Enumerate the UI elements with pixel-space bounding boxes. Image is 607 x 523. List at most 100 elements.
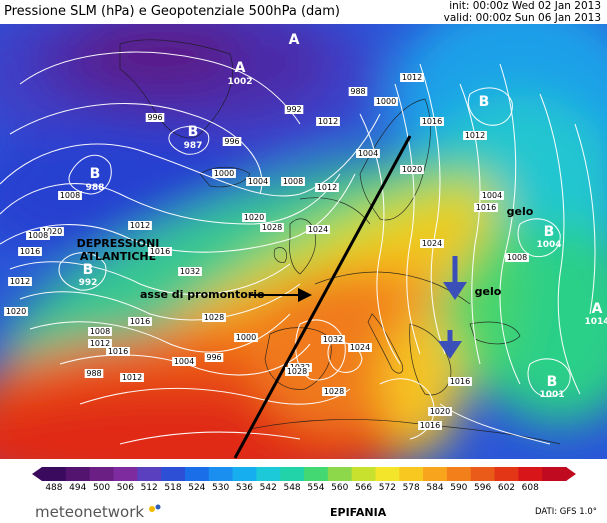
isobar-label: 996	[147, 113, 162, 122]
pressure-center-value: 988	[86, 183, 105, 193]
isobar-label-bg	[202, 313, 226, 322]
colorbar-tick-label: 608	[521, 483, 539, 493]
colorbar-segment	[137, 467, 162, 481]
isobar-label: 1024	[350, 343, 370, 352]
isobar-label: 1008	[90, 327, 110, 336]
isobar-label: 1012	[122, 373, 142, 382]
annotation-ridge-axis: asse di promontorio	[140, 288, 265, 301]
init-time: init: 00:00z Wed 02 Jan 2013	[449, 0, 601, 12]
isobar-label-bg	[172, 357, 196, 366]
pressure-center-letter: A	[235, 60, 246, 76]
colorbar-tick-label: 512	[140, 483, 158, 493]
isobar-label-bg	[348, 87, 368, 96]
colorbar-tick-label: 602	[497, 483, 516, 493]
colorbar-segment	[494, 467, 519, 481]
isobar-label: 1012	[130, 221, 150, 230]
colorbar-tick-label: 524	[188, 483, 206, 493]
isobar-label-bg	[480, 191, 504, 200]
isobar-label: 1012	[465, 131, 485, 140]
weather-map[interactable]: A 1002 B 987 B 988 B 992 A B B 1004 A 10…	[0, 24, 607, 459]
colorbar-segment	[42, 467, 67, 481]
isobar-label: 1028	[204, 313, 224, 322]
isobar-label-bg	[8, 277, 32, 286]
isobar-label-bg	[242, 213, 266, 222]
colorbar-segment	[351, 467, 377, 481]
colorbar-segment	[399, 467, 424, 481]
colorbar-end-high	[566, 467, 576, 481]
pressure-center-letter: B	[90, 166, 101, 182]
isobar-label: 1004	[174, 357, 194, 366]
isobar-label-bg	[356, 149, 380, 158]
pressure-center-letter: B	[479, 94, 490, 110]
colorbar-tick-label: 584	[426, 483, 444, 493]
isobar-label: 1008	[507, 253, 527, 262]
ridge-axis-arrow	[250, 288, 312, 302]
isobar-label: 1024	[308, 225, 328, 234]
isobar-label-bg	[505, 253, 529, 262]
cold-air-arrow-1	[443, 256, 467, 300]
isobar-label: 1012	[10, 277, 30, 286]
colorbar-tick-label: 488	[45, 483, 63, 493]
colorbar-segment	[208, 467, 234, 481]
isobar-label: 992	[286, 105, 301, 114]
isobar-label-bg	[315, 183, 339, 192]
annotations: DEPRESSIONI ATLANTICHE asse di promontor…	[77, 205, 534, 301]
isobar-label-bg	[106, 347, 130, 356]
pressure-center-value: 992	[79, 278, 98, 288]
colorbar-tick-label: 494	[69, 483, 87, 493]
pressure-center-value: 1004	[536, 240, 561, 250]
isobar-label-bg	[400, 73, 424, 82]
colorbar-segment	[184, 467, 210, 481]
colorbar-tick-label: 500	[92, 483, 111, 493]
annotation-depressions-line1: DEPRESSIONI	[77, 237, 160, 250]
isobar-label-bg	[178, 267, 202, 276]
pressure-center-value: 1014	[584, 317, 607, 327]
isobar-label: 1004	[248, 177, 268, 186]
colorbar-segment	[304, 467, 329, 481]
isobar-label-bg	[148, 247, 172, 256]
colorbar-segment	[232, 467, 257, 481]
valid-time: valid: 00:00z Sun 06 Jan 2013	[443, 12, 601, 24]
isobar-label-bg	[4, 307, 28, 316]
pressure-center-value: 987	[184, 141, 203, 151]
isobar-label: 1028	[324, 387, 344, 396]
isobar-label-bg	[285, 367, 309, 376]
isobar-label: 1020	[402, 165, 422, 174]
footer: 488 494 500 506 512 518 524 530 536 542 548 554 560 5…	[0, 459, 607, 523]
isobar-label-bg	[234, 333, 258, 342]
isobar-label: 1012	[402, 73, 422, 82]
isobar-label-bg	[120, 373, 144, 382]
colorbar-segment	[518, 467, 543, 481]
map-svg: A 1002 B 987 B 988 B 992 A B B 1004 A 10…	[0, 24, 607, 459]
colorbar-ticks: 488 494 500 506 512 518 524 530 536 542 548 554 560 5…	[32, 483, 576, 495]
pressure-center-letter: B	[83, 262, 94, 278]
isobar-label-bg	[418, 421, 442, 430]
colorbar-segment	[161, 467, 186, 481]
isobar-label: 1016	[130, 317, 150, 326]
isobar-label: 1004	[358, 149, 378, 158]
isobar-label: 988	[350, 87, 365, 96]
isobar-label: 1020	[42, 227, 62, 236]
brand-logo-text: meteonetwork	[35, 503, 145, 521]
pressure-center-value: 1002	[227, 77, 252, 87]
colorbar-tick-label: 572	[378, 483, 396, 493]
colorbar-segment	[542, 467, 567, 481]
colorbar-tick-label: 590	[450, 483, 468, 493]
pressure-center-letter: B	[544, 224, 555, 240]
isobar-label: 1000	[376, 97, 396, 106]
brand-logo-dots	[149, 504, 161, 512]
data-source: DATI: GFS 1.0°	[534, 507, 597, 517]
map-title: Pressione SLM (hPa) e Geopotenziale 500h…	[4, 4, 341, 19]
isobar-label: 1020	[6, 307, 26, 316]
isobar-label: 1024	[422, 239, 442, 248]
isobar-label-bg	[374, 97, 398, 106]
isobar-label-bg	[204, 353, 224, 362]
isobar-label-bg	[420, 239, 444, 248]
isobar-label: 1012	[318, 117, 338, 126]
isobar-label-bg	[420, 117, 444, 126]
colorbar-tick-label: 536	[235, 483, 254, 493]
colorbar-tick-label: 560	[331, 483, 349, 493]
colorbar-segment	[89, 467, 115, 481]
isobar-label-bg	[128, 317, 152, 326]
isobar-label-bg	[348, 343, 372, 352]
